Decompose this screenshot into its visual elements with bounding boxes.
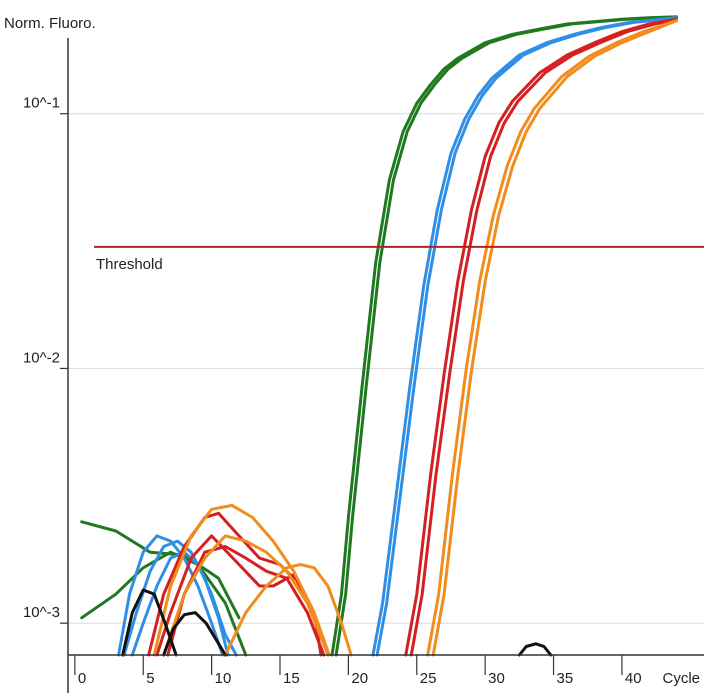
- x-tick-label-3: 15: [283, 670, 300, 687]
- series-line-6[interactable]: [426, 19, 679, 657]
- threshold-label: Threshold: [96, 256, 163, 273]
- x-tick-label-1: 5: [146, 670, 154, 687]
- series-line-21[interactable]: [517, 642, 553, 657]
- series-line-12[interactable]: [130, 550, 238, 657]
- x-tick-label-6: 30: [488, 670, 505, 687]
- series-line-16[interactable]: [152, 503, 331, 657]
- series-line-13[interactable]: [147, 511, 296, 657]
- series-line-3[interactable]: [375, 16, 679, 657]
- axes: [67, 38, 704, 693]
- x-tick-label-8: 40: [625, 670, 642, 687]
- series-layer: [80, 15, 679, 657]
- x-tick-label-2: 10: [215, 670, 232, 687]
- series-line-18[interactable]: [223, 563, 353, 657]
- x-tick-label-5: 25: [420, 670, 437, 687]
- y-tick-label-2: 10^-3: [23, 604, 60, 621]
- series-line-19[interactable]: [121, 588, 178, 657]
- x-tick-label-0: 0: [78, 670, 86, 687]
- series-line-9[interactable]: [80, 550, 248, 657]
- series-line-1[interactable]: [334, 15, 679, 657]
- series-line-7[interactable]: [431, 19, 679, 657]
- x-axis-title: Cycle: [662, 670, 700, 687]
- series-line-4[interactable]: [404, 17, 679, 657]
- series-line-10[interactable]: [117, 534, 225, 657]
- y-tick-label-1: 10^-2: [23, 349, 60, 366]
- y-tick-label-0: 10^-1: [23, 95, 60, 112]
- tick-marks: 0 5 10 15 20 25 30 35 40 10^-1 10^-2 10^-3: [23, 95, 642, 687]
- series-line-5[interactable]: [409, 17, 679, 657]
- series-line-20[interactable]: [162, 611, 227, 657]
- series-line-17[interactable]: [162, 534, 330, 657]
- x-tick-label-7: 35: [557, 670, 574, 687]
- threshold: Threshold: [94, 245, 704, 273]
- x-tick-label-4: 20: [351, 670, 368, 687]
- y-axis-title: Norm. Fluoro.: [4, 15, 96, 32]
